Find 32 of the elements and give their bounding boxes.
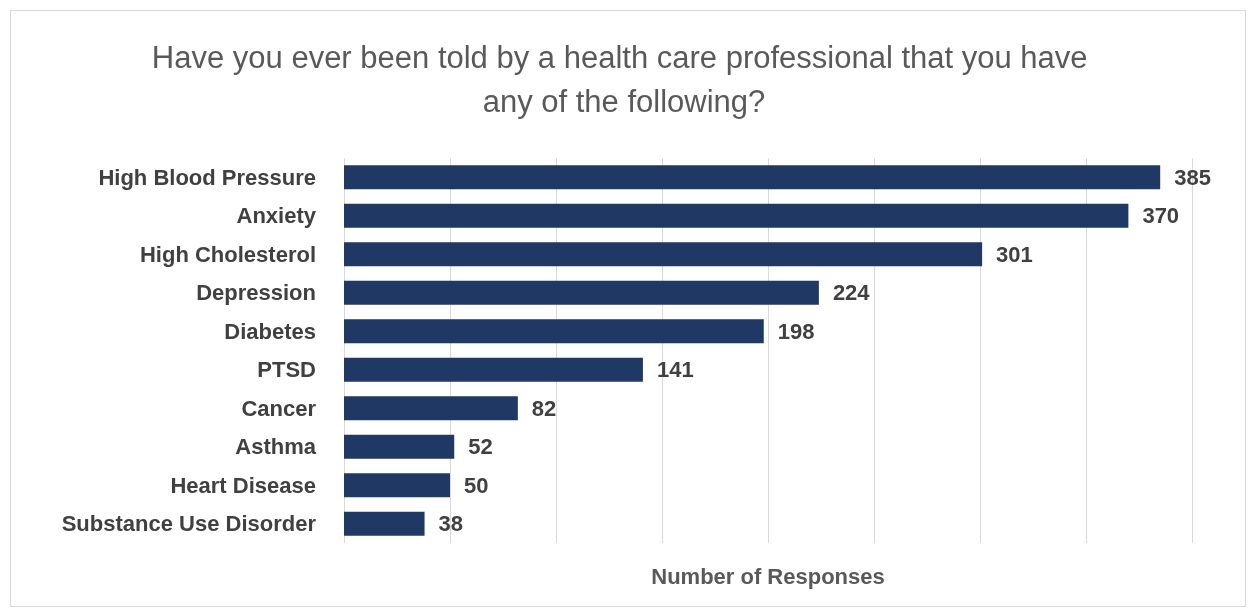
data-label: 141 xyxy=(656,357,694,383)
y-tick-label: High Cholesterol xyxy=(139,241,316,267)
y-tick-label: PTSD xyxy=(257,357,316,383)
data-label: 385 xyxy=(1174,164,1211,190)
bar xyxy=(344,396,518,421)
data-label: 38 xyxy=(438,511,464,537)
y-tick-label: High Blood Pressure xyxy=(98,164,316,190)
bar xyxy=(344,319,764,344)
bar xyxy=(344,357,643,382)
data-label: 82 xyxy=(531,395,557,421)
bar xyxy=(344,242,983,267)
y-tick-label: Asthma xyxy=(235,434,317,460)
bar xyxy=(344,280,819,305)
y-tick-label: Heart Disease xyxy=(170,472,316,498)
data-label: 370 xyxy=(1142,203,1180,229)
bar xyxy=(344,434,455,459)
y-tick-label: Anxiety xyxy=(236,203,317,229)
x-axis-title: Number of Responses xyxy=(651,563,885,589)
y-tick-label: Depression xyxy=(196,280,316,306)
y-tick-label: Cancer xyxy=(241,395,317,421)
y-tick-label: Diabetes xyxy=(224,318,316,344)
data-label: 198 xyxy=(777,318,815,344)
bar xyxy=(344,511,425,536)
y-tick-label: Substance Use Disorder xyxy=(61,511,317,537)
data-label: 50 xyxy=(464,472,489,498)
data-label: 301 xyxy=(996,241,1033,267)
data-label: 224 xyxy=(832,280,871,306)
bar xyxy=(344,203,1129,228)
bar xyxy=(344,473,450,498)
data-label: 52 xyxy=(468,434,493,460)
chart-title: Have you ever been told by a health care professional that you have any of the following? xyxy=(151,39,1097,119)
bar xyxy=(344,165,1161,190)
